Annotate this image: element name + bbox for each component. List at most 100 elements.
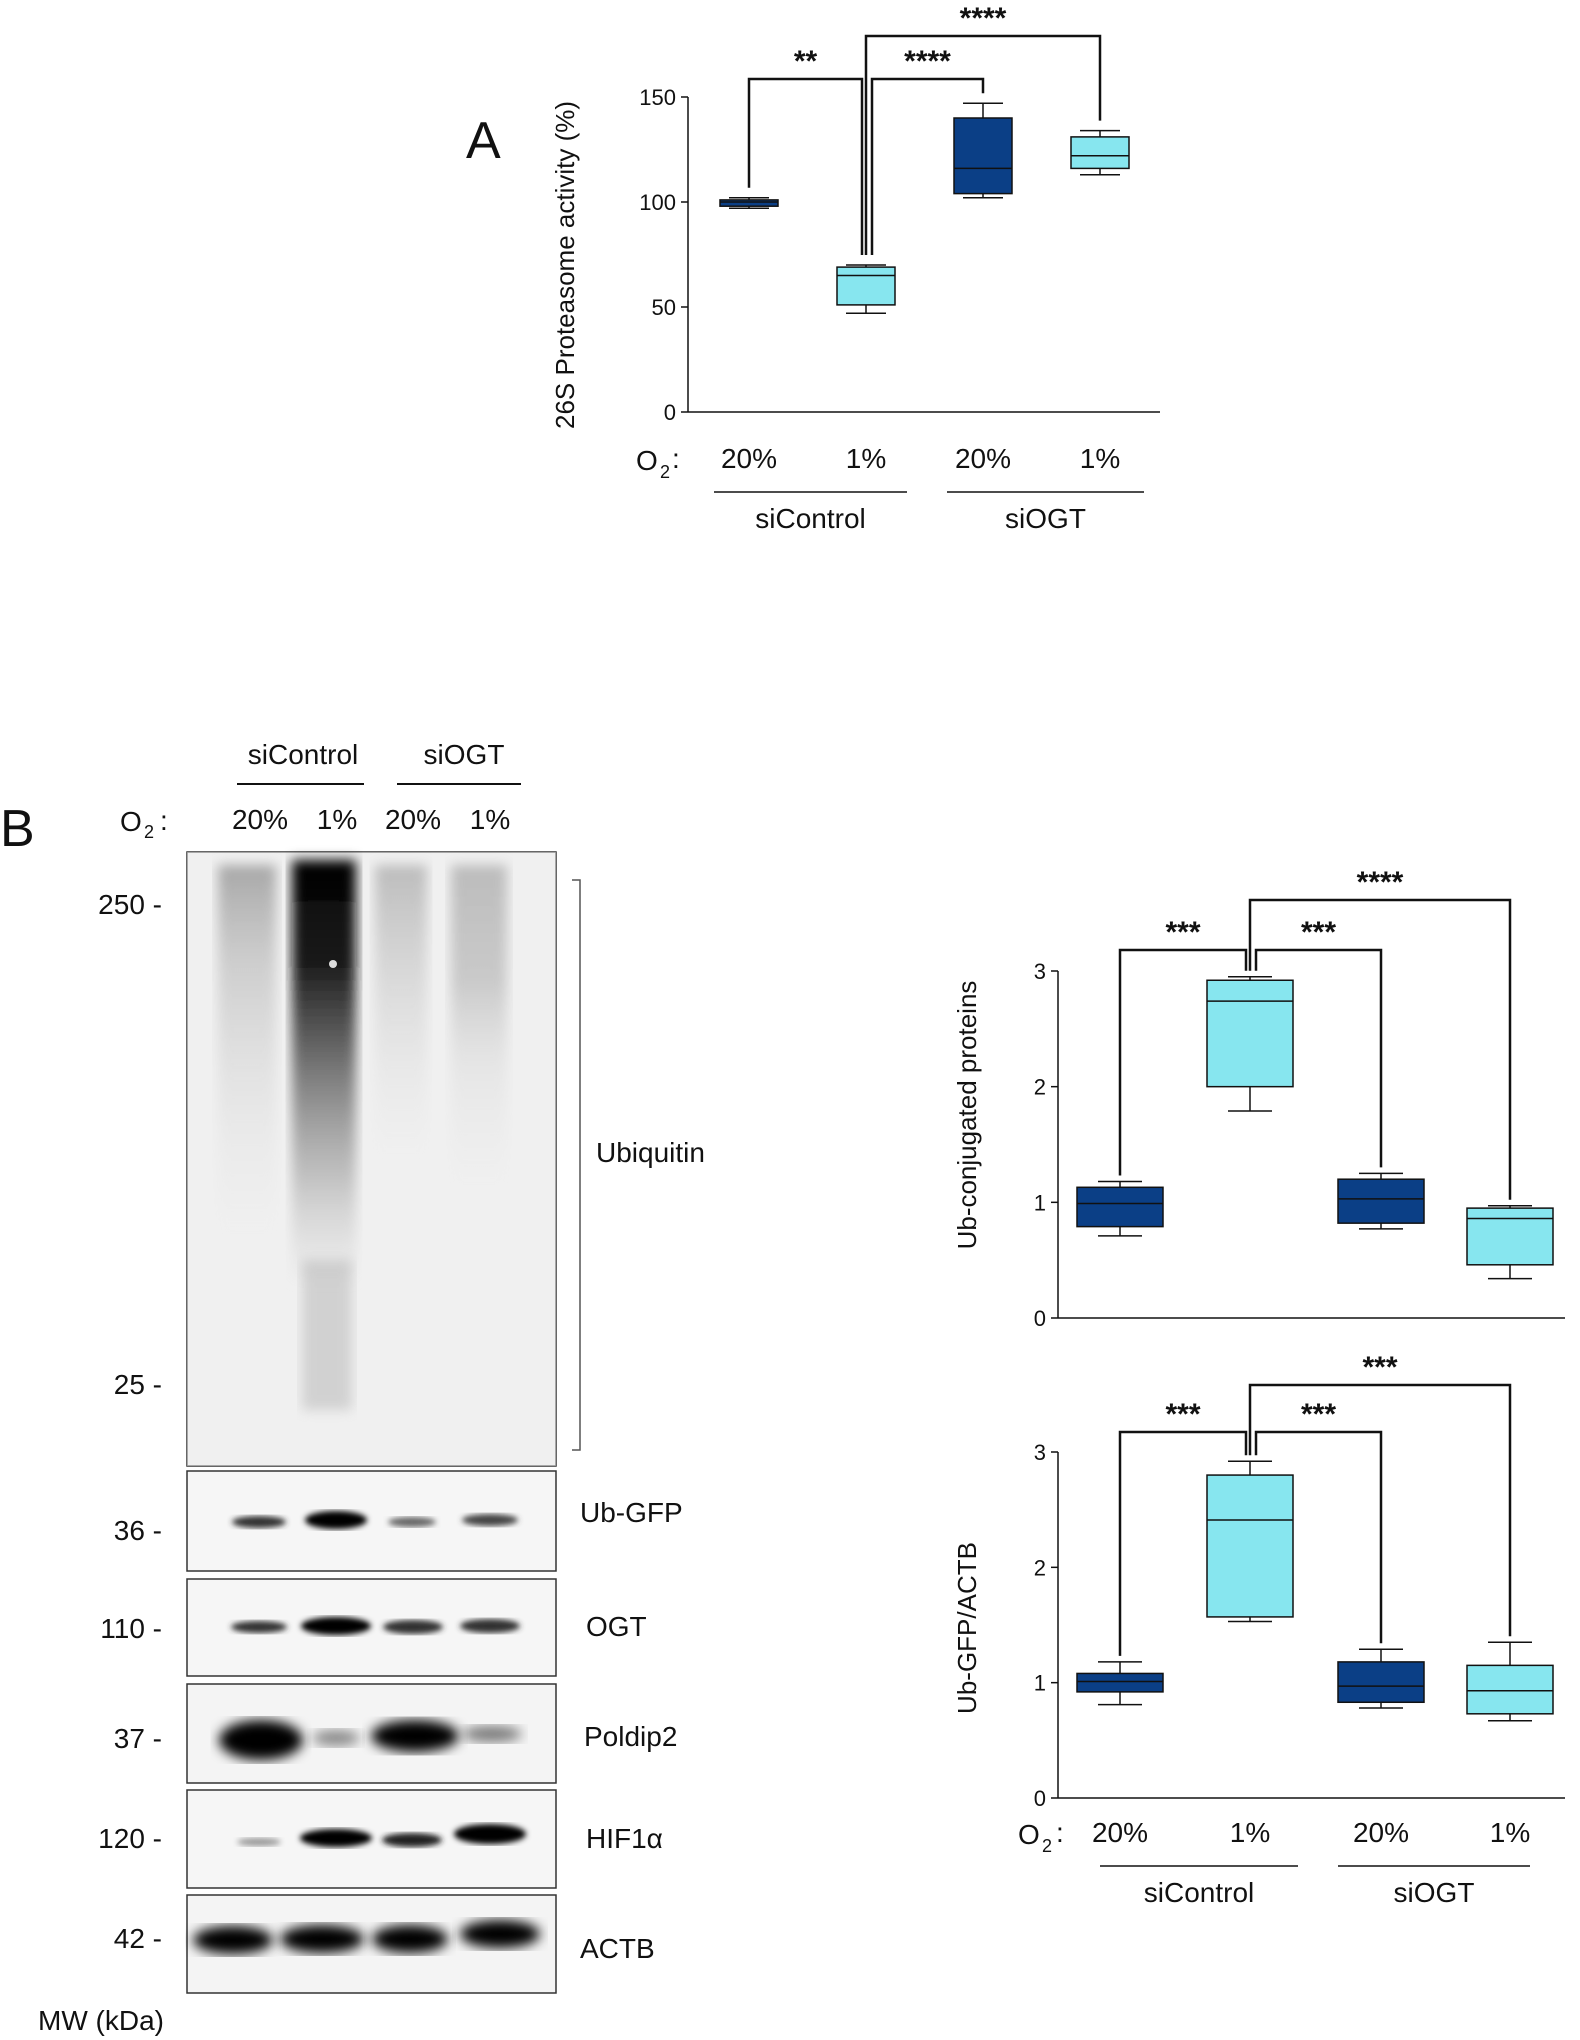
box-iqr — [1076, 1672, 1164, 1693]
significance-line — [864, 34, 1102, 255]
box-iqr — [1076, 1186, 1164, 1228]
y-tick-label: 3 — [1034, 959, 1046, 984]
blot-group-siogt: siOGT — [424, 739, 505, 770]
y-tick-label: 3 — [1034, 1440, 1046, 1465]
blot-label-ubiquitin: Ubiquitin — [596, 1137, 705, 1168]
blot-ubiquitin — [186, 851, 581, 1467]
svg-text::: : — [160, 805, 168, 836]
significance-bracket-3: **** — [1248, 866, 1512, 1200]
svg-text:O: O — [120, 806, 142, 837]
box-4 — [1070, 129, 1130, 176]
box-3 — [1337, 1172, 1425, 1230]
blot-cond-4: 1% — [470, 804, 510, 835]
significance-bracket-2: **** — [870, 45, 985, 255]
svg-text:2: 2 — [144, 822, 154, 842]
y-tick-label: 150 — [639, 85, 676, 110]
blot-label-ub-gfp: Ub-GFP — [580, 1497, 683, 1528]
y-tick-label: 0 — [1034, 1786, 1046, 1811]
significance-label: ** — [794, 45, 818, 78]
svg-text::: : — [1056, 1817, 1064, 1848]
significance-bracket-1: *** — [1118, 1398, 1248, 1656]
box-2 — [1206, 976, 1294, 1112]
significance-bracket-3: **** — [864, 2, 1102, 255]
significance-line — [1254, 1430, 1383, 1644]
mw-marker-120: 120 - — [98, 1823, 162, 1854]
box-iqr — [719, 199, 779, 207]
svg-text:O: O — [636, 445, 658, 476]
blot-label-actb: ACTB — [580, 1933, 655, 1964]
group-label: siControl — [1144, 1877, 1254, 1908]
significance-line — [1254, 948, 1383, 1168]
box-iqr — [1337, 1178, 1425, 1224]
box-iqr — [1070, 136, 1130, 170]
y-tick-label: 100 — [639, 190, 676, 215]
box-1 — [1076, 1180, 1164, 1237]
significance-label: *** — [1165, 916, 1200, 949]
box-iqr — [1206, 979, 1294, 1088]
x-tick-label: 1% — [846, 443, 886, 474]
box-iqr — [1337, 1661, 1425, 1704]
box-iqr — [953, 117, 1013, 195]
y-tick-label: 1 — [1034, 1190, 1046, 1215]
blot-label-poldip2: Poldip2 — [584, 1721, 677, 1752]
significance-label: *** — [1301, 1398, 1336, 1431]
panel-a-o2-label: O 2 : — [636, 443, 680, 482]
blot-ub-gfp — [186, 1470, 557, 1572]
significance-label: **** — [904, 45, 951, 78]
blot-poldip2 — [186, 1683, 557, 1784]
group-label: siOGT — [1005, 503, 1086, 534]
box-2 — [836, 264, 896, 315]
significance-bracket-2: *** — [1254, 916, 1383, 1168]
significance-bracket-1: ** — [747, 45, 864, 255]
blot-actb — [186, 1894, 557, 1994]
x-tick-label: 1% — [1230, 1817, 1270, 1848]
svg-text:2: 2 — [660, 462, 670, 482]
group-label: siOGT — [1394, 1877, 1475, 1908]
y-tick-label: 50 — [652, 295, 676, 320]
blot-label-ogt: OGT — [586, 1611, 647, 1642]
box-iqr — [1466, 1207, 1554, 1266]
box-2 — [1206, 1460, 1294, 1623]
box-iqr — [1466, 1664, 1554, 1715]
panel-b-label: B — [0, 800, 35, 858]
box-iqr — [1206, 1474, 1294, 1618]
blot-label-hif1a: HIF1α — [586, 1823, 663, 1854]
chart-ub-gfp-y-label: Ub-GFP/ACTB — [952, 1542, 982, 1714]
y-tick-label: 1 — [1034, 1671, 1046, 1696]
x-tick-label: 20% — [1353, 1817, 1409, 1848]
mw-marker-110: 110 - — [100, 1613, 162, 1644]
x-tick-label: 20% — [955, 443, 1011, 474]
box-4 — [1466, 1641, 1554, 1722]
group-label: siControl — [755, 503, 865, 534]
blot-group-sicontrol: siControl — [248, 739, 358, 770]
svg-text:2: 2 — [1042, 1836, 1052, 1856]
significance-bracket-3: *** — [1248, 1351, 1512, 1637]
y-tick-label: 2 — [1034, 1555, 1046, 1580]
y-tick-label: 0 — [1034, 1306, 1046, 1331]
significance-label: *** — [1165, 1398, 1200, 1431]
mw-marker-37: 37 - — [114, 1723, 162, 1754]
significance-label: **** — [1357, 866, 1404, 899]
mw-marker-25: 25 - — [114, 1369, 162, 1400]
box-3 — [1337, 1648, 1425, 1709]
box-3 — [953, 102, 1013, 199]
svg-text:O: O — [1018, 1819, 1040, 1850]
y-tick-label: 2 — [1034, 1075, 1046, 1100]
x-tick-label: 1% — [1080, 443, 1120, 474]
chart-ub-conj-y-label: Ub-conjugated proteins — [952, 981, 982, 1250]
significance-line — [747, 77, 864, 255]
box-4 — [1466, 1205, 1554, 1280]
significance-line — [1118, 1430, 1248, 1656]
chart-b-o2-label: O 2 : — [1018, 1817, 1064, 1856]
blot-hif1a — [186, 1789, 557, 1889]
mw-marker-42: 42 - — [114, 1923, 162, 1954]
mw-marker-250: 250 - — [98, 889, 162, 920]
panel-a-label: A — [466, 112, 501, 170]
significance-line — [1118, 948, 1248, 1176]
x-tick-label: 20% — [1092, 1817, 1148, 1848]
significance-line — [1248, 898, 1512, 1200]
significance-bracket-1: *** — [1118, 916, 1248, 1176]
